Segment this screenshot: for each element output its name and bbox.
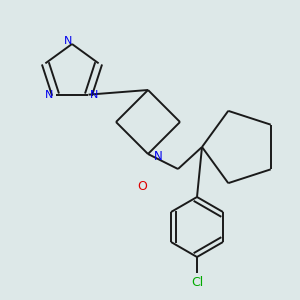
Text: N: N bbox=[90, 90, 99, 100]
Text: N: N bbox=[154, 149, 162, 163]
Text: N: N bbox=[64, 36, 72, 46]
Text: Cl: Cl bbox=[191, 277, 203, 290]
Text: N: N bbox=[45, 90, 54, 100]
Text: O: O bbox=[137, 181, 147, 194]
